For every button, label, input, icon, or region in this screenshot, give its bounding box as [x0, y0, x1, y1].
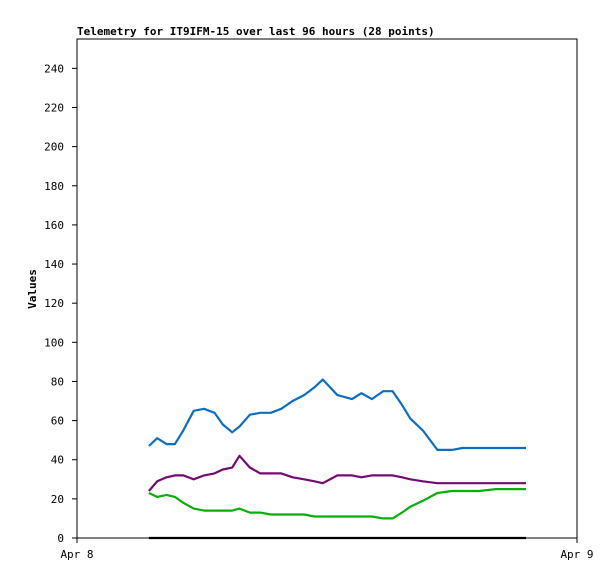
y-tick-label: 160 — [44, 219, 64, 232]
series-line-2 — [148, 454, 526, 492]
x-tick-label: Apr 8 — [60, 548, 93, 561]
y-tick-label: 80 — [51, 375, 64, 388]
plot-frame — [76, 38, 578, 539]
y-tick-label: 0 — [57, 532, 64, 545]
y-tick-label: 100 — [44, 336, 64, 349]
x-axis: Apr 8 Apr 9 — [60, 538, 594, 561]
y-tick-label: 120 — [44, 297, 64, 310]
y-tick-label: 20 — [51, 493, 64, 506]
y-axis: 0 20 40 60 80 100 120 140 160 180 200 220 240 — [44, 62, 77, 545]
chart-title: Telemetry for IT9IFM-15 over last 96 hou… — [77, 25, 435, 38]
y-tick-label: 180 — [44, 180, 64, 193]
y-axis-title: Values — [26, 269, 39, 309]
series-group — [148, 378, 526, 540]
y-tick-label: 140 — [44, 258, 64, 271]
series-line-3 — [148, 488, 526, 520]
y-tick-label: 200 — [44, 141, 64, 154]
y-tick-label: 220 — [44, 101, 64, 114]
y-tick-label: 40 — [51, 454, 64, 467]
y-tick-label: 240 — [44, 62, 64, 75]
series-line-1 — [148, 378, 526, 451]
y-tick-label: 60 — [51, 415, 64, 428]
x-tick-label: Apr 9 — [560, 548, 593, 561]
